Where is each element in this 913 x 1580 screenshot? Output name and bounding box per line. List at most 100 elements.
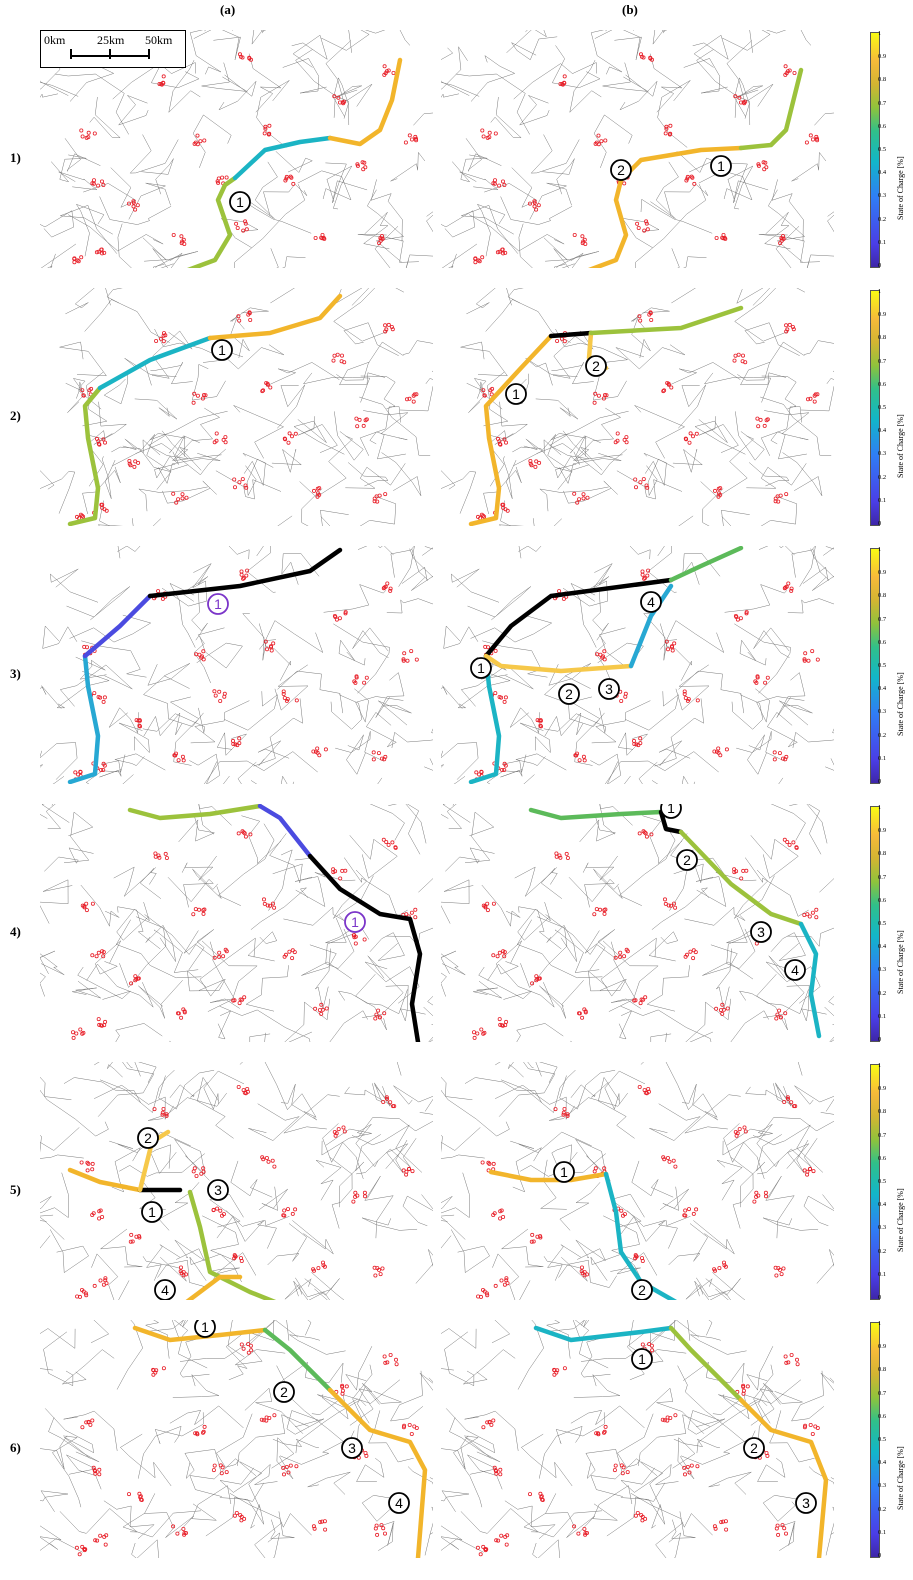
charging-station-marker	[100, 1214, 105, 1219]
road	[181, 855, 217, 881]
charging-station-marker	[721, 1519, 726, 1524]
charging-station-marker	[638, 736, 643, 741]
charging-station-marker	[580, 234, 585, 239]
charging-station-marker	[500, 767, 505, 772]
charging-station-marker	[268, 644, 273, 649]
road	[365, 712, 397, 748]
road	[687, 1410, 726, 1435]
charging-station-marker	[642, 228, 647, 233]
route-map-4a: 1	[40, 804, 433, 1042]
road	[358, 1112, 433, 1138]
charging-station-marker	[500, 1023, 505, 1028]
road	[183, 929, 214, 971]
road	[75, 203, 105, 257]
charging-station-marker	[407, 1423, 412, 1428]
road	[668, 1223, 709, 1266]
charging-station-marker	[777, 1267, 782, 1272]
road	[702, 488, 750, 526]
stop-marker-number: 1	[351, 914, 359, 930]
road	[722, 1128, 773, 1156]
charging-station-marker	[633, 485, 638, 490]
charging-station-marker	[725, 1006, 730, 1011]
stop-marker-circle	[470, 657, 492, 679]
road	[193, 30, 212, 39]
charging-station-marker	[718, 492, 723, 497]
charging-station-marker	[262, 901, 267, 906]
charging-station-marker	[364, 417, 369, 422]
road	[770, 431, 807, 460]
road	[757, 1458, 786, 1482]
charging-station-marker	[86, 130, 91, 135]
charging-station-marker	[76, 259, 81, 264]
road	[372, 1082, 391, 1107]
charging-station-marker	[201, 657, 206, 662]
road	[591, 700, 651, 744]
road	[562, 565, 611, 607]
charging-station-marker	[637, 1084, 642, 1089]
charging-station-marker	[615, 431, 620, 436]
stop-marker: 2	[585, 355, 607, 377]
road	[683, 58, 728, 94]
road	[573, 446, 623, 471]
charging-station-marker	[581, 496, 586, 501]
charging-station-marker	[665, 647, 670, 652]
road	[555, 451, 580, 479]
route	[67, 293, 343, 526]
charging-station-marker	[102, 695, 107, 700]
road	[555, 1412, 605, 1444]
road	[251, 30, 267, 46]
road	[405, 804, 427, 855]
stop-marker: 2	[137, 1127, 159, 1149]
road	[574, 1138, 611, 1181]
charging-station-marker	[814, 907, 819, 912]
charging-station-marker	[413, 136, 418, 141]
charging-station-marker	[282, 1208, 287, 1213]
charging-station-marker	[247, 56, 252, 61]
charging-station-marker	[381, 837, 386, 842]
road	[40, 1220, 51, 1249]
charging-station-marker	[619, 1463, 624, 1468]
road	[333, 288, 405, 342]
colorbar-tick-label: 0.3	[878, 966, 887, 974]
road	[698, 416, 739, 453]
charging-station-marker	[638, 741, 643, 746]
road	[191, 364, 226, 401]
road	[343, 322, 399, 356]
charging-station-marker	[646, 568, 651, 573]
road	[169, 696, 200, 766]
charging-station-marker	[160, 1110, 165, 1115]
road	[655, 1522, 684, 1558]
charging-station-marker	[162, 331, 167, 336]
road	[431, 728, 433, 732]
charging-station-marker	[794, 845, 799, 850]
charging-station-marker	[683, 1213, 688, 1218]
charging-station-marker	[127, 458, 132, 463]
charging-station-marker	[783, 64, 788, 69]
road	[463, 1349, 516, 1385]
road	[585, 1449, 623, 1480]
charging-station-marker	[502, 767, 507, 772]
road	[161, 565, 210, 607]
road	[442, 804, 471, 829]
charging-station-marker	[603, 1424, 608, 1429]
charging-station-marker	[382, 1531, 387, 1536]
road	[330, 694, 363, 730]
road	[277, 384, 306, 429]
road	[305, 1320, 312, 1336]
charging-station-marker	[74, 1545, 79, 1550]
road	[791, 151, 827, 182]
road	[239, 198, 312, 234]
charging-station-marker	[691, 948, 696, 953]
charging-station-marker	[712, 1268, 717, 1273]
charging-station-marker	[96, 183, 101, 188]
stop-marker: 1	[344, 911, 366, 933]
charging-station-marker	[721, 1260, 726, 1265]
charging-station-marker	[625, 1470, 630, 1475]
charging-station-marker	[499, 695, 504, 700]
charging-station-marker	[264, 1156, 269, 1161]
charging-station-marker	[475, 1031, 480, 1036]
road	[758, 234, 820, 263]
road	[727, 165, 754, 210]
route-segment	[738, 67, 804, 151]
stop-marker-circle	[194, 1320, 216, 1338]
